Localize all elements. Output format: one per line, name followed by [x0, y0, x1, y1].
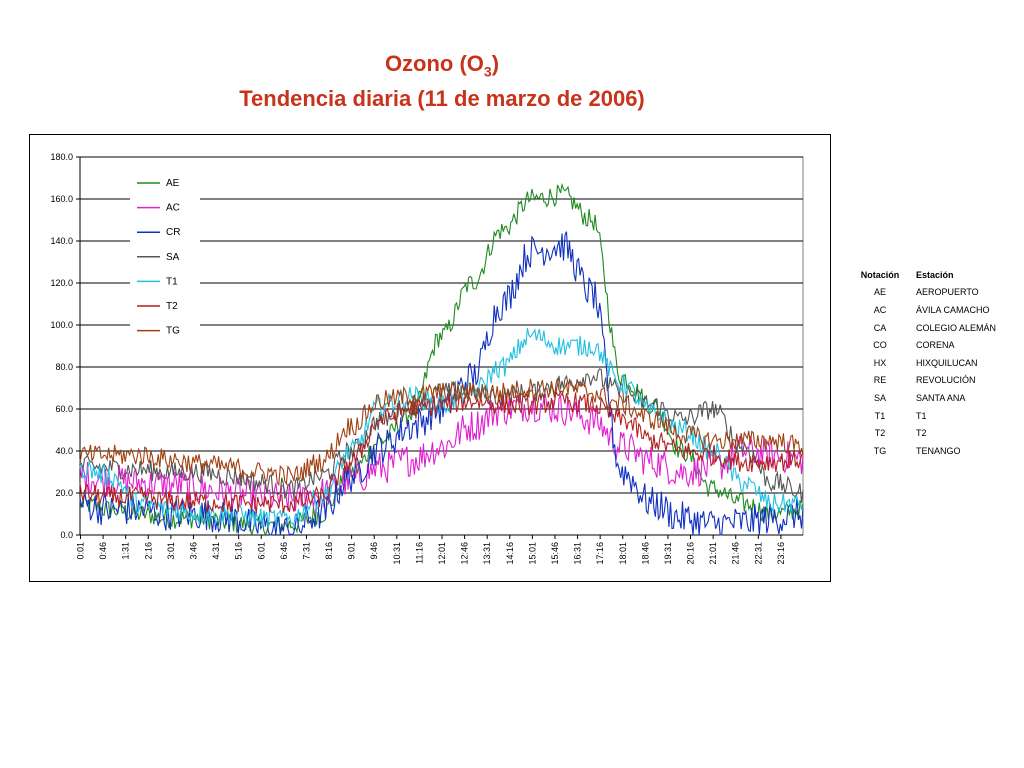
notation-code: T1 — [874, 410, 886, 421]
x-tick-label: 16:31 — [573, 542, 583, 565]
notation-row: T2 T2 — [848, 424, 1018, 442]
station-name: T2 — [916, 428, 927, 439]
notation-row: RE REVOLUCIÓN — [848, 372, 1018, 390]
y-tick-label: 140.0 — [50, 236, 73, 246]
title-line-2: Tendencia diaria (11 de marzo de 2006) — [239, 86, 645, 112]
station-name: AEROPUERTO — [916, 287, 979, 298]
x-tick-label: 19:31 — [663, 542, 673, 565]
x-tick-label: 14:16 — [505, 542, 515, 565]
x-tick-label: 12:01 — [437, 542, 447, 565]
notation-code: AE — [873, 287, 886, 298]
y-tick-label: 80.0 — [55, 362, 73, 372]
station-name: T1 — [916, 410, 927, 421]
x-tick-label: 9:46 — [369, 542, 379, 560]
notation-row: AE AEROPUERTO — [848, 284, 1018, 302]
notation-code: HX — [873, 357, 887, 368]
x-tick-label: 11:16 — [414, 542, 424, 564]
x-tick-label: 1:31 — [121, 542, 131, 560]
plot-area — [79, 156, 804, 536]
series-line-ac — [79, 392, 804, 513]
station-name: COLEGIO ALEMÁN — [916, 322, 997, 333]
x-tick-label: 7:31 — [301, 542, 311, 560]
y-tick-label: 100.0 — [50, 320, 73, 330]
notation-code: RE — [873, 375, 887, 386]
y-tick-label: 160.0 — [50, 194, 73, 204]
series-line-t1 — [79, 327, 804, 529]
notation-row: CO CORENA — [848, 336, 1018, 354]
y-tick-label: 180.0 — [50, 152, 73, 162]
x-tick-label: 3:01 — [166, 542, 176, 560]
x-tick-label: 0:01 — [76, 542, 86, 560]
y-tick-label: 0.0 — [60, 530, 73, 540]
x-tick-label: 13:31 — [482, 542, 492, 565]
x-tick-label: 22:31 — [753, 542, 763, 565]
station-name: SANTA ANA — [916, 392, 966, 403]
notation-table: Notación Estación AE AEROPUERTO AC ÁVILA CA… — [848, 266, 1018, 460]
x-tick-label: 12:46 — [460, 542, 470, 565]
legend-entry: CR — [166, 227, 180, 238]
x-tick-label: 9:01 — [347, 542, 357, 560]
x-tick-label: 2:16 — [143, 542, 153, 560]
station-name: ÁVILA CAMACHO — [916, 304, 990, 315]
y-tick-label: 40.0 — [55, 446, 73, 456]
y-tick-label: 20.0 — [55, 488, 73, 498]
notation-code: CA — [873, 322, 887, 333]
station-name: CORENA — [916, 340, 955, 351]
x-tick-label: 3:46 — [188, 542, 198, 560]
legend-entry: AC — [166, 203, 180, 214]
station-name: TENANGO — [916, 445, 961, 456]
legend-entry: T2 — [166, 301, 178, 312]
legend-entry: T1 — [166, 276, 178, 287]
notation-row: AC ÁVILA CAMACHO — [848, 301, 1018, 319]
x-tick-label: 18:46 — [640, 542, 650, 565]
y-tick-label: 60.0 — [55, 404, 73, 414]
x-tick-label: 5:16 — [234, 542, 244, 560]
ozone-line-chart: 0.0 20.0 40.0 60.0 80.0 100.0 120.0 140.0 160.0 1… — [50, 152, 804, 565]
x-tick-label: 21:46 — [731, 542, 741, 565]
notation-row: TG TENANGO — [848, 442, 1018, 460]
notation-code: TG — [873, 445, 887, 456]
legend-entry: TG — [166, 326, 180, 337]
legend-entry: AE — [166, 178, 180, 189]
x-tick-label: 0:46 — [98, 542, 108, 560]
station-name: REVOLUCIÓN — [916, 375, 976, 386]
notation-code: AC — [873, 304, 887, 315]
x-tick-label: 6:46 — [279, 542, 289, 560]
x-tick-label: 15:46 — [550, 542, 560, 565]
notation-table-header: Notación Estación — [848, 266, 1018, 284]
series-line-tg — [79, 378, 804, 487]
x-tick-label: 21:01 — [708, 542, 718, 565]
title-line-1: Ozono (O3) — [384, 51, 500, 80]
notation-code: SA — [873, 392, 886, 403]
x-tick-label: 20:16 — [686, 542, 696, 565]
y-tick-label: 120.0 — [50, 278, 73, 288]
legend-entry: SA — [166, 252, 180, 263]
x-tick-label: 8:16 — [324, 542, 334, 560]
notation-row: CA COLEGIO ALEMÁN — [848, 319, 1018, 337]
header-notation: Notación — [860, 269, 900, 280]
notation-row: SA SANTA ANA — [848, 389, 1018, 407]
header-station: Estación — [916, 269, 954, 280]
series-line-t2 — [79, 389, 804, 514]
notation-row: HX HIXQUILUCAN — [848, 354, 1018, 372]
chart-title: Ozono (O3) Tendencia diaria (11 de marzo… — [0, 50, 884, 113]
series-line-sa — [79, 368, 804, 503]
station-name: HIXQUILUCAN — [916, 357, 978, 368]
x-tick-label: 23:16 — [776, 542, 786, 565]
x-tick-label: 4:31 — [211, 542, 221, 560]
chart-frame: 0.0 20.0 40.0 60.0 80.0 100.0 120.0 140.0 160.0 1… — [29, 134, 831, 582]
notation-row: T1 T1 — [848, 407, 1018, 425]
notation-code: T2 — [874, 428, 886, 439]
x-tick-label: 17:16 — [595, 542, 605, 565]
notation-code: CO — [873, 340, 887, 351]
x-tick-label: 10:31 — [392, 542, 402, 565]
x-tick-label: 6:01 — [256, 542, 266, 560]
x-tick-label: 15:01 — [527, 542, 537, 565]
x-tick-label: 18:01 — [618, 542, 628, 565]
